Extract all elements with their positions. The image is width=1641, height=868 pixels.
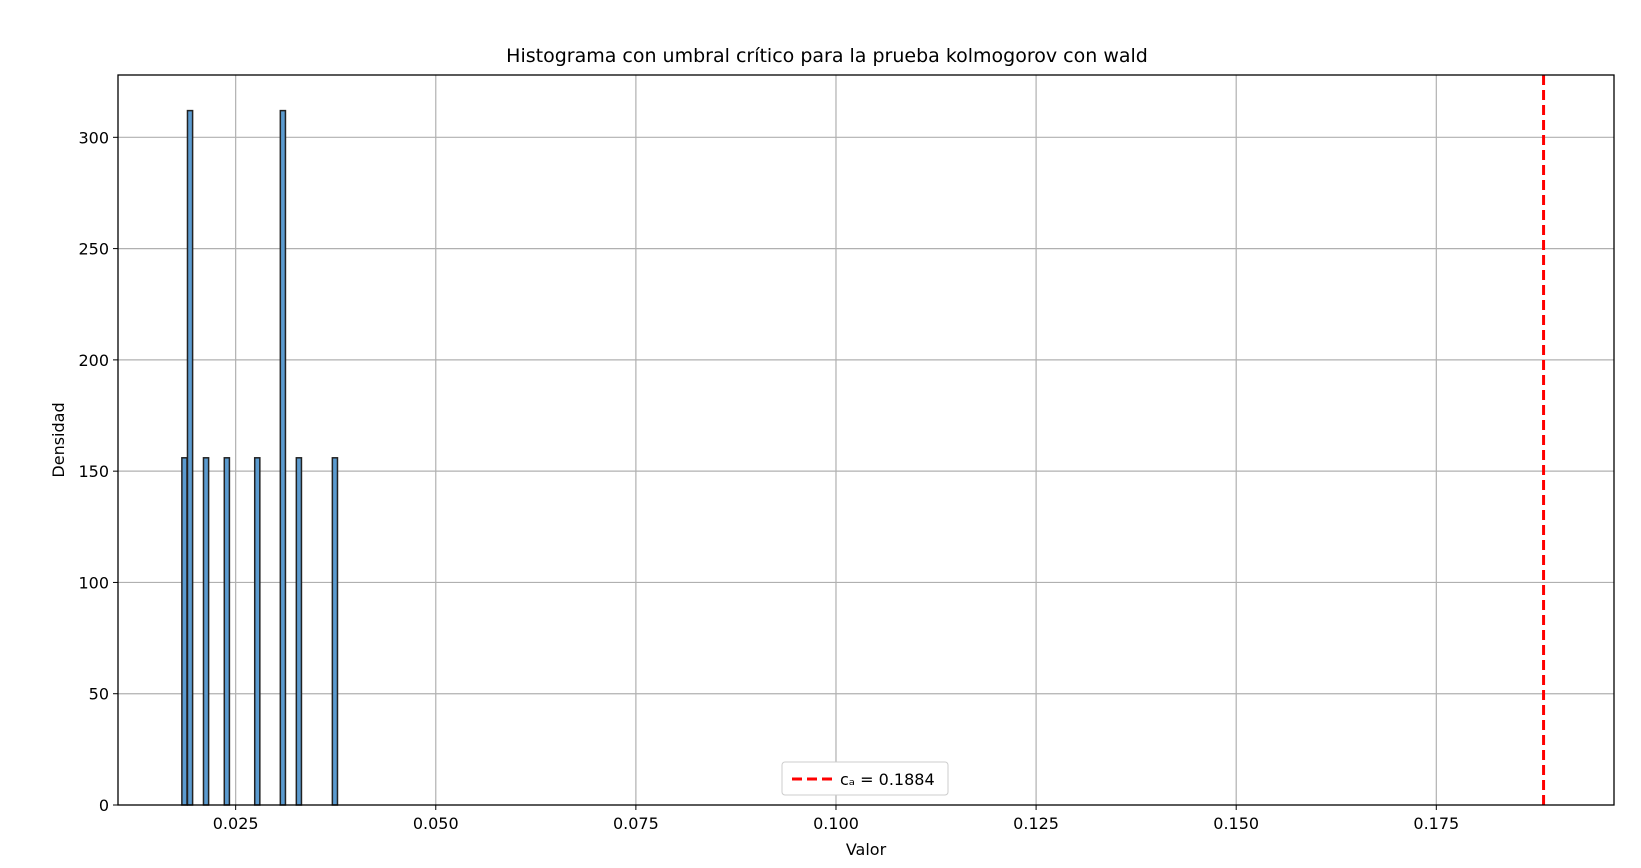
y-axis-ticks: 0 50 100 150 200 250 300 bbox=[78, 128, 118, 815]
histogram-bar bbox=[253, 457, 261, 806]
x-tick-label: 0.150 bbox=[1213, 814, 1259, 833]
histogram-bar bbox=[279, 109, 287, 806]
histogram-bar bbox=[186, 109, 194, 806]
histogram-bar bbox=[223, 457, 231, 806]
y-tick-label: 200 bbox=[78, 351, 109, 370]
y-tick-label: 0 bbox=[99, 796, 109, 815]
y-axis-label: Densidad bbox=[49, 402, 68, 477]
legend: cₐ = 0.1884 bbox=[781, 761, 949, 796]
grid-lines bbox=[118, 75, 1614, 805]
x-tick-label: 0.075 bbox=[613, 814, 659, 833]
y-tick-label: 50 bbox=[89, 685, 109, 704]
y-tick-label: 300 bbox=[78, 128, 109, 147]
histogram-bars bbox=[181, 109, 339, 806]
y-tick-label: 100 bbox=[78, 573, 109, 592]
histogram-bar bbox=[181, 457, 188, 806]
x-axis-ticks: 0.025 0.050 0.075 0.100 0.125 0.150 0.175 bbox=[213, 805, 1459, 833]
x-tick-label: 0.125 bbox=[1013, 814, 1059, 833]
x-tick-label: 0.025 bbox=[213, 814, 259, 833]
histogram-bar bbox=[331, 457, 339, 806]
y-tick-label: 150 bbox=[78, 462, 109, 481]
histogram-bar bbox=[295, 457, 303, 806]
y-tick-label: 250 bbox=[78, 240, 109, 259]
plot-frame bbox=[117, 74, 1615, 806]
histogram-bar bbox=[202, 457, 210, 806]
x-tick-label: 0.175 bbox=[1413, 814, 1459, 833]
chart-title: Histograma con umbral crítico para la pr… bbox=[506, 45, 1148, 67]
x-axis-label: Valor bbox=[846, 840, 887, 859]
x-tick-label: 0.100 bbox=[813, 814, 859, 833]
legend-box bbox=[781, 761, 949, 796]
legend-threshold-label: cₐ = 0.1884 bbox=[840, 770, 935, 789]
x-tick-label: 0.050 bbox=[413, 814, 459, 833]
